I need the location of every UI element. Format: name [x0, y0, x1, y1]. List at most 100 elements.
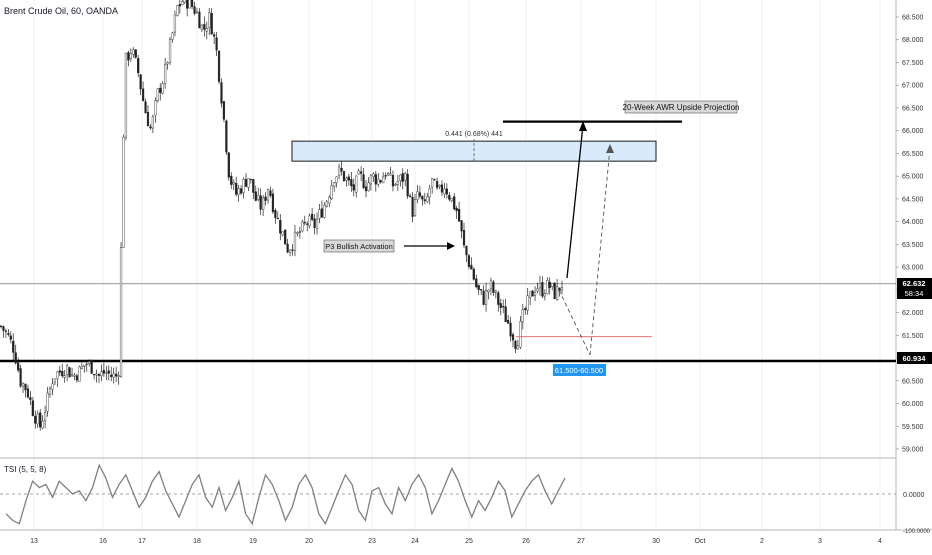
date-tick-label: 16	[99, 538, 107, 545]
candle-body	[88, 361, 91, 364]
candle-body	[210, 13, 213, 35]
candle-body	[477, 285, 480, 290]
price-tick-label: 66.000	[902, 128, 924, 135]
candle-body	[494, 290, 497, 293]
price-tick-label: 59.000	[902, 447, 924, 454]
vertical-gridlines	[33, 0, 881, 530]
candle-body	[470, 264, 473, 270]
candle-body	[203, 24, 206, 30]
candle-body	[269, 190, 272, 196]
candle-body	[443, 188, 446, 195]
candle-body	[159, 87, 162, 93]
candle-body	[313, 218, 316, 228]
candle-body	[66, 365, 69, 375]
last-price-text: 62.632	[903, 279, 926, 288]
candle-body	[426, 196, 429, 202]
candle-body	[440, 184, 444, 193]
candle-body	[428, 188, 431, 198]
candle-body	[235, 182, 238, 195]
candle-body	[379, 180, 382, 183]
candle-body	[107, 370, 110, 374]
candle-body	[100, 371, 103, 376]
candle-body	[195, 11, 199, 14]
candle-body	[553, 282, 556, 299]
candle-body	[29, 397, 32, 400]
candle-body	[480, 289, 483, 291]
candle-body	[46, 392, 49, 412]
candle-body	[181, 1, 184, 5]
candle-body	[230, 175, 233, 185]
candle-body	[521, 309, 524, 323]
candle-body	[213, 34, 216, 37]
candle-body	[369, 174, 373, 185]
candle-body	[435, 181, 439, 188]
candle-body	[433, 179, 436, 181]
candle-body	[413, 199, 417, 216]
candle-body	[489, 280, 493, 290]
candle-body	[85, 363, 88, 366]
candle-body	[286, 243, 289, 253]
date-tick-label: 20	[305, 538, 313, 545]
candle-body	[156, 88, 159, 102]
price-tick-label: 60.500	[902, 378, 924, 385]
candle-body	[399, 174, 402, 181]
candle-body	[124, 52, 128, 138]
candle-body	[115, 373, 118, 377]
p3-label: P3 Bullish Activation	[323, 239, 395, 253]
candle-body	[543, 293, 546, 297]
candle-body	[239, 188, 243, 194]
date-tick-label: 27	[577, 538, 585, 545]
candle-body	[68, 367, 71, 378]
candle-body	[546, 280, 549, 295]
candle-body	[149, 126, 152, 129]
candle-body	[257, 195, 260, 200]
candle-body	[151, 116, 154, 129]
candle-body	[296, 232, 299, 235]
date-tick-label: 26	[522, 538, 530, 545]
candle-body	[173, 14, 177, 33]
candle-body	[95, 373, 98, 376]
candle-body	[141, 88, 145, 101]
date-tick-label: 17	[138, 538, 146, 545]
candle-body	[536, 288, 539, 292]
last-price-badge: 62.632 58:34	[897, 278, 932, 299]
candle-body	[465, 246, 468, 256]
candle-body	[462, 230, 466, 246]
candle-body	[242, 178, 245, 193]
candle-body	[97, 374, 101, 376]
candle-body	[24, 383, 27, 391]
candle-body	[75, 375, 79, 381]
candle-body	[70, 374, 74, 377]
candle-body	[389, 173, 392, 176]
candle-body	[497, 292, 500, 305]
candle-body	[411, 196, 414, 217]
support-price-text: 60.934	[903, 354, 927, 363]
candle-body	[139, 74, 142, 90]
price-tick-label: 63.000	[902, 265, 924, 272]
candle-body	[183, 0, 186, 3]
candle-body	[450, 198, 453, 201]
candle-body	[274, 210, 277, 218]
candle-body	[306, 223, 309, 225]
candle-body	[19, 368, 22, 387]
tsi-zero-label: 0.0000	[903, 492, 925, 499]
target-range-badge: 61.500-60.500	[553, 364, 606, 376]
p3-arrow-head	[447, 242, 455, 250]
candle-body	[110, 374, 113, 377]
candle-body	[533, 292, 537, 296]
candle-body	[31, 400, 34, 416]
candle-body	[2, 326, 5, 331]
candle-body	[17, 362, 20, 371]
candle-body	[122, 136, 125, 248]
candle-body	[264, 196, 267, 201]
date-tick-label: 3	[818, 538, 822, 545]
symbol-title: Brent Crude Oil, 60, OANDA	[4, 6, 118, 16]
candle-body	[431, 178, 434, 188]
candle-body	[220, 82, 223, 104]
candle-body	[352, 184, 355, 191]
candle-body	[154, 100, 157, 116]
p3-label-text: P3 Bullish Activation	[325, 242, 393, 251]
candle-body	[134, 49, 137, 58]
